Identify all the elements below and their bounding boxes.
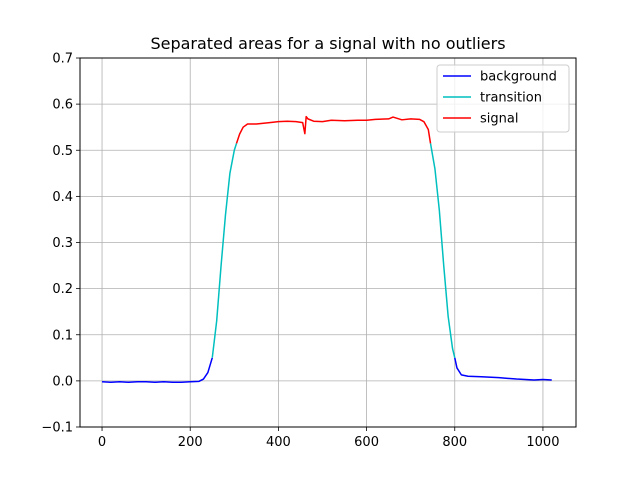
y-axis: −0.1 0.0 0.1 0.2 0.3 0.4 0.5 0.6 0.7 bbox=[41, 52, 80, 436]
legend-label-background: background bbox=[480, 70, 557, 85]
x-tick-label: 800 bbox=[442, 435, 467, 450]
x-tick-label: 600 bbox=[354, 435, 379, 450]
legend-box bbox=[436, 64, 570, 133]
y-tick-label: 0.4 bbox=[52, 190, 73, 205]
x-tick-label: 200 bbox=[178, 435, 203, 450]
x-tick-label: 400 bbox=[266, 435, 291, 450]
legend-label-signal: signal bbox=[480, 112, 518, 127]
y-tick-label: 0.5 bbox=[52, 144, 73, 159]
y-tick-label: 0.1 bbox=[52, 328, 73, 343]
y-tick-label: 0.0 bbox=[52, 374, 73, 389]
series-lines bbox=[102, 115, 552, 384]
x-axis: 0 200 400 600 800 1000 bbox=[98, 427, 559, 450]
legend: background transition signal bbox=[436, 64, 570, 133]
chart-title: Separated areas for a signal with no out… bbox=[150, 34, 505, 53]
y-tick-label: 0.2 bbox=[52, 282, 73, 297]
series-line-background bbox=[102, 357, 213, 384]
series-line-transition bbox=[429, 143, 456, 358]
series-line-background bbox=[454, 357, 552, 381]
y-tick-label: 0.7 bbox=[52, 52, 73, 67]
y-tick-label: 0.3 bbox=[52, 236, 73, 251]
series-line-transition bbox=[211, 143, 238, 358]
series-line-signal bbox=[235, 115, 432, 144]
y-tick-label: 0.6 bbox=[52, 98, 73, 113]
y-tick-label: −0.1 bbox=[41, 421, 73, 436]
legend-label-transition: transition bbox=[480, 91, 542, 106]
x-tick-label: 0 bbox=[98, 435, 106, 450]
x-tick-label: 1000 bbox=[526, 435, 559, 450]
